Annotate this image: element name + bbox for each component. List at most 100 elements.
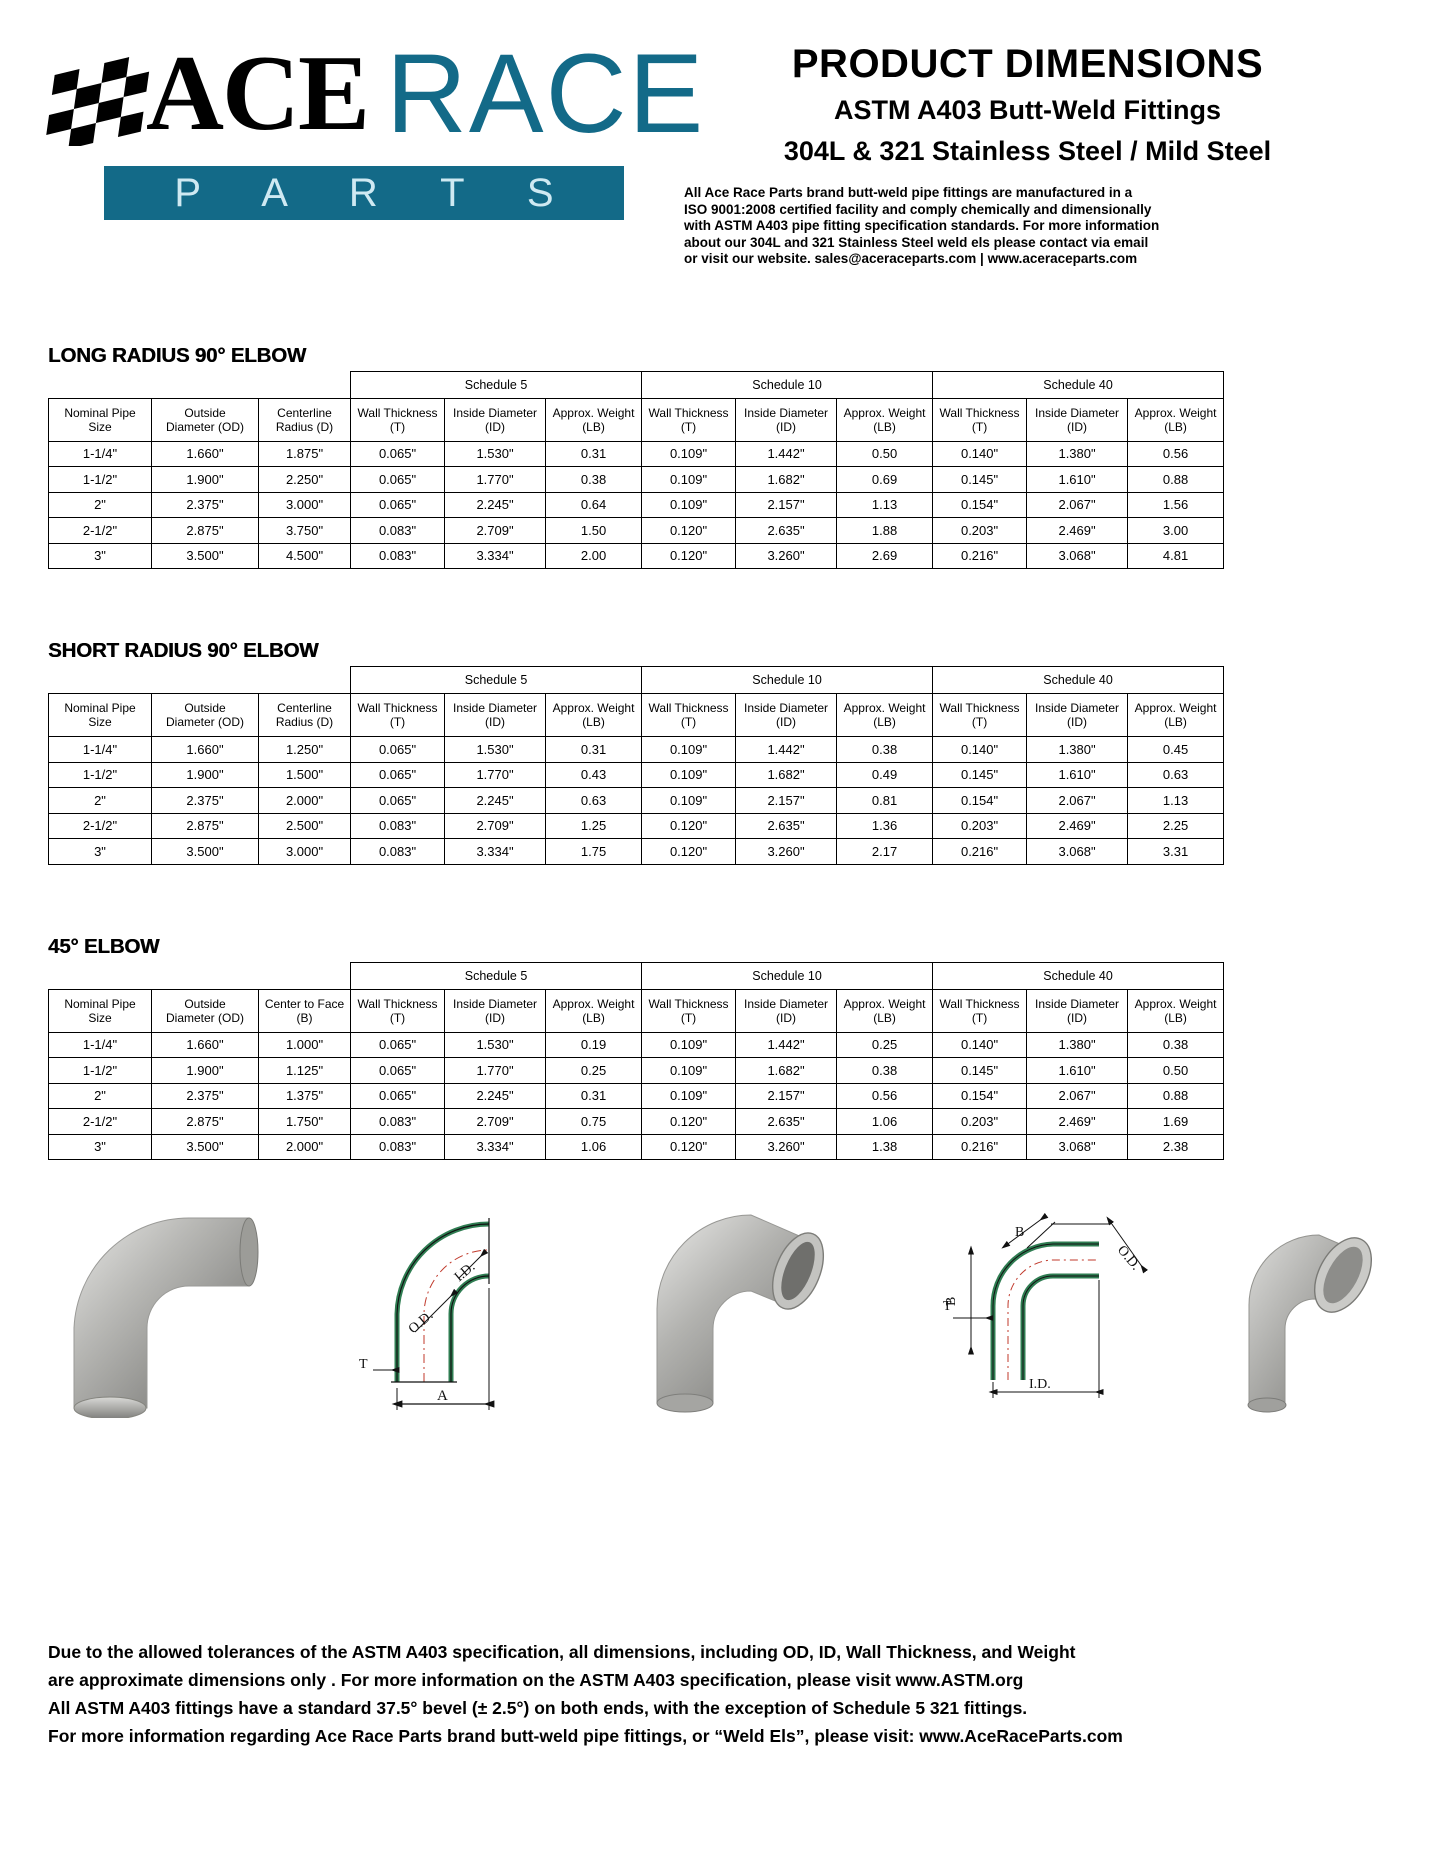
table-row: 1-1/2" 1.900" 1.500" 0.065" 1.770" 0.43 0.109"… — [48, 761, 1225, 788]
cell-s10-w: 1.36 — [836, 812, 934, 839]
header-s10-inside-diameter: Inside Diameter (ID) — [735, 397, 838, 442]
diagram45-label-t: T — [943, 1299, 952, 1314]
table-row: 3" 3.500" 2.000" 0.083" 3.334" 1.06 0.120" 3.26… — [48, 1133, 1225, 1160]
cell-s10-t: 0.109" — [641, 761, 737, 788]
footer-notes: Due to the allowed tolerances of the AST… — [48, 1640, 1405, 1752]
header-s10-approx-weight: Approx. Weight (LB) — [836, 397, 934, 442]
header-description-line: about our 304L and 321 Stainless Steel w… — [684, 234, 1149, 250]
header-description-line: with ASTM A403 pipe fitting specificatio… — [684, 218, 1160, 233]
cell-s40-w: 3.00 — [1127, 517, 1225, 544]
cell-s10-t: 0.120" — [641, 517, 737, 544]
cell-s40-w: 0.50 — [1127, 1057, 1225, 1084]
table-row: 3" 3.500" 4.500" 0.083" 3.334" 2.00 0.120" 3.26… — [48, 542, 1225, 569]
header-s40-wall-thickness: Wall Thickness (T) — [932, 988, 1028, 1033]
cell-od: 3.500" — [151, 838, 259, 865]
cell-s5-t: 0.083" — [350, 1108, 446, 1135]
cell-s5-t: 0.065" — [350, 1082, 446, 1109]
cell-s40-id: 2.469" — [1026, 812, 1129, 839]
header-s40-wall-thickness: Wall Thickness (T) — [932, 397, 1028, 442]
cell-s10-id: 1.682" — [735, 466, 838, 493]
schedule-group-row: Schedule 5 Schedule 10 Schedule 40 — [49, 666, 1225, 694]
checkered-flag-svg — [46, 57, 150, 150]
schedule-5-header: Schedule 5 — [350, 961, 643, 990]
header-s40-approx-weight: Approx. Weight (LB) — [1127, 693, 1225, 737]
cell-third: 1.125" — [257, 1057, 352, 1084]
cell-third: 1.750" — [257, 1108, 352, 1135]
header-s40-inside-diameter: Inside Diameter (ID) — [1026, 693, 1129, 737]
cell-nps: 3" — [48, 1133, 152, 1160]
header-description: All Ace Race Parts brand butt-weld pipe … — [670, 185, 1385, 268]
header-s40-approx-weight: Approx. Weight (LB) — [1127, 988, 1225, 1033]
table-section-short-radius: SHORT RADIUS 90° ELBOW Schedule 5 Schedu… — [0, 639, 1445, 865]
cell-third: 1.250" — [257, 736, 352, 763]
header-outside-diameter: Outside Diameter (OD) — [151, 693, 259, 737]
cell-s5-id: 2.709" — [444, 1108, 547, 1135]
cell-s5-t: 0.083" — [350, 1133, 446, 1160]
cell-s40-t: 0.145" — [932, 466, 1028, 493]
cell-s5-w: 2.00 — [545, 542, 643, 569]
cell-s10-t: 0.109" — [641, 1057, 737, 1084]
header-s40-inside-diameter: Inside Diameter (ID) — [1026, 397, 1129, 442]
schedule-40-header: Schedule 40 — [932, 370, 1225, 399]
schedule-40-header: Schedule 40 — [932, 961, 1225, 990]
cell-s40-w: 1.56 — [1127, 491, 1225, 518]
cell-s5-id: 1.770" — [444, 1057, 547, 1084]
cell-od: 2.875" — [151, 812, 259, 839]
logo-word-race: RACE — [386, 31, 706, 156]
cell-od: 1.660" — [151, 736, 259, 763]
cell-third: 1.375" — [257, 1082, 352, 1109]
table-title: LONG RADIUS 90° ELBOW — [48, 343, 306, 367]
cell-s40-w: 0.45 — [1127, 736, 1225, 763]
cell-s40-id: 3.068" — [1026, 1133, 1129, 1160]
cell-od: 1.660" — [151, 1031, 259, 1058]
cell-s10-w: 2.17 — [836, 838, 934, 865]
cell-s5-id: 1.530" — [444, 1031, 547, 1058]
header-s5-wall-thickness: Wall Thickness (T) — [350, 397, 446, 442]
cell-third: 2.000" — [257, 1133, 352, 1160]
cell-s5-t: 0.065" — [350, 440, 446, 467]
cell-s5-id: 1.530" — [444, 736, 547, 763]
cell-s40-w: 3.31 — [1127, 838, 1225, 865]
schedule-10-header: Schedule 10 — [641, 961, 934, 990]
cell-s5-id: 1.530" — [444, 440, 547, 467]
table-row: 1-1/4" 1.660" 1.000" 0.065" 1.530" 0.19 0.109"… — [48, 1031, 1225, 1058]
cell-s40-id: 2.067" — [1026, 787, 1129, 814]
cell-s40-t: 0.140" — [932, 736, 1028, 763]
cell-s10-w: 0.81 — [836, 787, 934, 814]
cell-s5-w: 0.63 — [545, 787, 643, 814]
cell-s5-w: 1.06 — [545, 1133, 643, 1160]
elbow-45-photo-svg — [1247, 1233, 1373, 1412]
cell-s10-t: 0.120" — [641, 1133, 737, 1160]
cell-s10-id: 1.442" — [735, 1031, 838, 1058]
cell-s10-w: 1.06 — [836, 1108, 934, 1135]
cell-s5-t: 0.065" — [350, 736, 446, 763]
table-row: 2" 2.375" 3.000" 0.065" 2.245" 0.64 0.109" 2.15… — [48, 491, 1225, 518]
header-s40-approx-weight: Approx. Weight (LB) — [1127, 397, 1225, 442]
cell-s5-id: 3.334" — [444, 838, 547, 865]
cell-od: 2.375" — [151, 491, 259, 518]
column-header-row: Nominal Pipe Size Outside Diameter (OD) Ce… — [48, 988, 1225, 1033]
cell-nps: 1-1/2" — [48, 761, 152, 788]
cell-s40-t: 0.154" — [932, 787, 1028, 814]
cell-s5-id: 1.770" — [444, 761, 547, 788]
cell-nps: 2" — [48, 787, 152, 814]
table-row: 1-1/2" 1.900" 1.125" 0.065" 1.770" 0.25 0.109"… — [48, 1057, 1225, 1084]
cell-s40-t: 0.203" — [932, 1108, 1028, 1135]
cell-s5-id: 3.334" — [444, 542, 547, 569]
cell-nps: 1-1/4" — [48, 1031, 152, 1058]
table-row: 3" 3.500" 3.000" 0.083" 3.334" 1.75 0.120" 3.26… — [48, 838, 1225, 865]
table-row: 2-1/2" 2.875" 1.750" 0.083" 2.709" 0.75 0.120"… — [48, 1108, 1225, 1135]
header-s10-inside-diameter: Inside Diameter (ID) — [735, 693, 838, 737]
elbow-45-diagram-svg: B T B O.D. I.D. — [943, 1212, 1148, 1398]
footer-line: All ASTM A403 fittings have a standard 3… — [48, 1698, 1028, 1718]
header-s5-inside-diameter: Inside Diameter (ID) — [444, 988, 547, 1033]
cell-s40-w: 0.88 — [1127, 466, 1225, 493]
schedule-5-header: Schedule 5 — [350, 370, 643, 399]
cell-s5-id: 1.770" — [444, 466, 547, 493]
cell-s10-id: 2.635" — [735, 1108, 838, 1135]
cell-s10-w: 1.13 — [836, 491, 934, 518]
page-subtitle-1: ASTM A403 Butt-Weld Fittings — [834, 95, 1221, 125]
cell-nps: 2" — [48, 1082, 152, 1109]
table-title: 45° ELBOW — [48, 934, 160, 958]
cell-s5-id: 2.245" — [444, 787, 547, 814]
